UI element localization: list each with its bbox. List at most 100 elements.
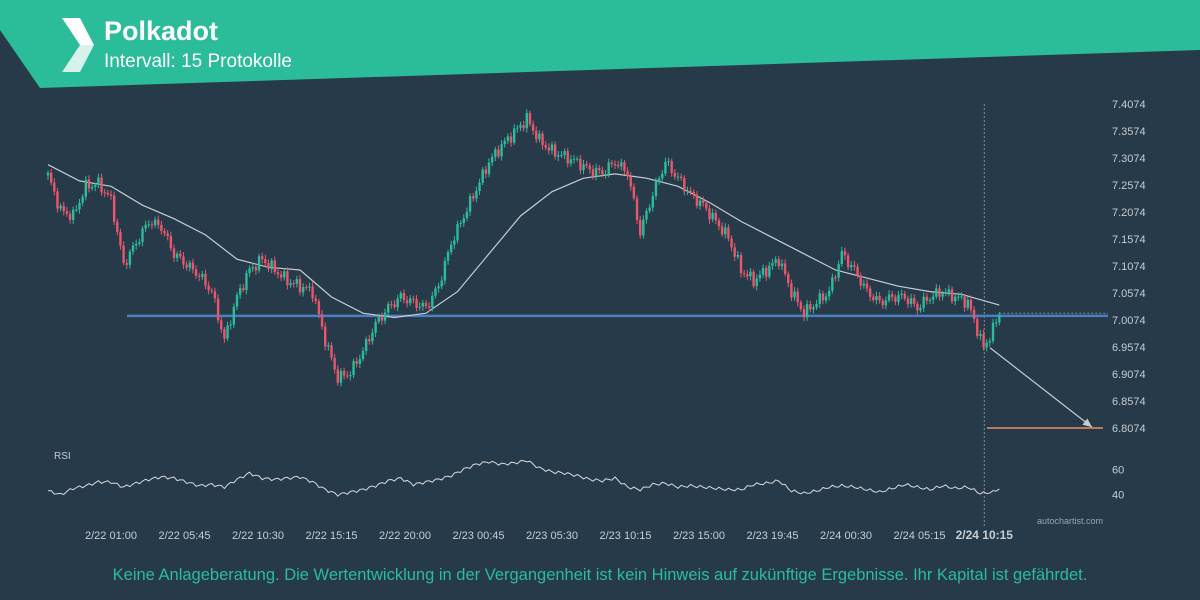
- candle-body: [519, 125, 522, 128]
- candle-body: [453, 240, 456, 245]
- candle-body: [891, 294, 894, 297]
- candle-body: [440, 280, 443, 287]
- candle-body: [352, 361, 355, 376]
- candle-body: [254, 267, 258, 271]
- candle-body: [188, 262, 191, 268]
- candle-body: [742, 273, 746, 275]
- candle-body: [346, 375, 349, 377]
- candle-body: [509, 136, 513, 143]
- candle-body: [632, 186, 636, 199]
- candle-body: [535, 130, 538, 140]
- candle-body: [979, 333, 982, 336]
- candle-body: [242, 288, 245, 291]
- candle-body: [418, 306, 421, 308]
- candle-body: [484, 169, 488, 174]
- candle-body: [481, 169, 484, 183]
- candle-body: [950, 289, 954, 302]
- candle-body: [916, 303, 919, 311]
- candle-body: [702, 200, 705, 203]
- candle-body: [931, 296, 935, 300]
- candle-body: [339, 370, 343, 383]
- x-tick-label: 2/23 19:45: [747, 530, 799, 542]
- candle-body: [90, 186, 94, 189]
- candle-body: [412, 298, 415, 300]
- rsi-tick-label: 60: [1112, 464, 1124, 476]
- candle-body: [620, 162, 623, 167]
- candle-body: [235, 294, 239, 307]
- candle-body: [887, 294, 891, 301]
- candle-body: [279, 274, 283, 278]
- candle-body: [324, 326, 327, 347]
- candle-body: [220, 320, 223, 330]
- candle-body: [938, 288, 941, 297]
- candle-body: [972, 309, 976, 320]
- candle-body: [175, 253, 179, 258]
- candle-body: [821, 293, 825, 301]
- autochartist-logo-icon: [62, 18, 94, 72]
- candle-body: [49, 172, 53, 183]
- candle-body: [667, 161, 670, 163]
- candle-body: [87, 179, 91, 189]
- candle-body: [799, 302, 803, 310]
- candle-body: [812, 307, 815, 310]
- candle-body: [238, 288, 242, 295]
- projection-arrow: [989, 347, 1093, 428]
- candle-body: [872, 296, 875, 301]
- candle-body: [333, 357, 336, 370]
- candle-body: [623, 162, 626, 172]
- candle-body: [320, 314, 324, 327]
- candle-body: [465, 211, 469, 219]
- candle-body: [226, 325, 229, 339]
- y-tick-label: 6.8574: [1112, 396, 1146, 408]
- candle-body: [897, 294, 900, 302]
- rsi-label: RSI: [54, 451, 71, 462]
- candle-body: [112, 195, 116, 222]
- candle-body: [330, 345, 333, 358]
- candle-body: [960, 296, 963, 298]
- candle-body: [815, 303, 818, 308]
- candle-body: [824, 296, 828, 301]
- candle-body: [875, 295, 878, 301]
- candle-body: [450, 244, 453, 252]
- candle-body: [566, 151, 569, 164]
- candle-body: [106, 192, 110, 195]
- candle-body: [657, 178, 661, 182]
- candle-body: [147, 224, 150, 226]
- candle-body: [661, 173, 664, 179]
- y-tick-label: 7.1074: [1112, 261, 1146, 273]
- candle-body: [563, 151, 566, 156]
- candle-body: [503, 140, 506, 145]
- candle-body: [434, 288, 437, 296]
- candle-body: [84, 179, 87, 197]
- candle-body: [711, 212, 714, 220]
- candle-body: [884, 300, 888, 306]
- candle-body: [576, 158, 579, 160]
- candle-body: [393, 304, 396, 308]
- candle-body: [771, 262, 774, 266]
- candle-body: [591, 169, 595, 177]
- candle-body: [683, 178, 686, 192]
- candle-body: [53, 182, 56, 192]
- candle-body: [289, 283, 292, 286]
- candle-body: [966, 299, 969, 308]
- candle-body: [248, 268, 251, 274]
- candle-body: [431, 295, 434, 308]
- candle-body: [856, 266, 859, 276]
- candle-body: [695, 194, 699, 206]
- candle-body: [396, 298, 399, 308]
- candlesticks: [46, 109, 1001, 387]
- candle-body: [141, 228, 144, 243]
- candle-body: [809, 304, 812, 310]
- candle-body: [210, 290, 213, 292]
- candle-body: [588, 165, 591, 170]
- candle-body: [698, 200, 702, 206]
- candle-body: [443, 260, 447, 281]
- x-tick-label: 2/22 20:00: [379, 530, 431, 542]
- x-tick-label: 2/23 15:00: [673, 530, 725, 542]
- candle-body: [913, 298, 916, 304]
- x-tick-label: 2/23 00:45: [453, 530, 505, 542]
- candle-body: [383, 312, 387, 321]
- candle-body: [72, 209, 75, 220]
- risk-disclaimer: Keine Anlageberatung. Die Wertentwicklun…: [112, 566, 1088, 584]
- y-tick-label: 7.1574: [1112, 234, 1146, 246]
